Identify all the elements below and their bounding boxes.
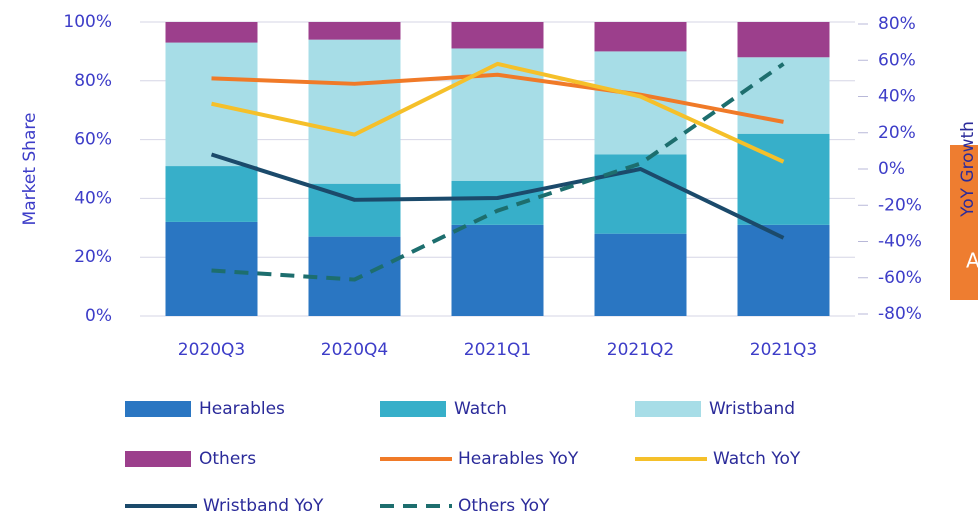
bar bbox=[451, 180, 544, 225]
bar bbox=[737, 224, 830, 316]
legend-label: Watch YoY bbox=[713, 449, 801, 469]
bar bbox=[594, 51, 687, 155]
bar bbox=[737, 22, 830, 58]
y2-tick-label: -40% bbox=[878, 232, 922, 252]
y2-tick-label: -80% bbox=[878, 304, 922, 324]
legend-label: Others YoY bbox=[458, 496, 550, 516]
legend: Hearables Watch Wristband Others Hearables Y… bbox=[125, 399, 801, 516]
bar bbox=[165, 221, 258, 316]
bar bbox=[451, 224, 544, 316]
legend-swatch bbox=[635, 401, 701, 417]
line bbox=[210, 152, 785, 240]
y-tick-label: 60% bbox=[74, 130, 112, 150]
bar bbox=[594, 233, 687, 316]
bar bbox=[451, 22, 544, 49]
legend-label: Others bbox=[199, 449, 256, 469]
y-tick-label: 80% bbox=[74, 71, 112, 91]
y2-tick-label: 40% bbox=[878, 87, 916, 107]
legend-label: Watch bbox=[454, 399, 507, 419]
legend-swatch bbox=[125, 451, 191, 467]
legend-label: Hearables bbox=[199, 399, 285, 419]
y2-tick-label: 0% bbox=[878, 159, 905, 179]
line bbox=[211, 61, 785, 164]
y-tick-label: 40% bbox=[74, 188, 112, 208]
bar bbox=[594, 22, 687, 52]
bar bbox=[165, 22, 258, 43]
x-tick-label: 2021Q2 bbox=[607, 340, 674, 360]
bar bbox=[165, 166, 258, 222]
y-axis-label: Market Share bbox=[20, 113, 40, 226]
y2-tick-label: 20% bbox=[878, 123, 916, 143]
bar bbox=[308, 39, 401, 184]
bar bbox=[737, 57, 830, 134]
y2-axis-label: YoY Growth bbox=[958, 121, 978, 218]
bar bbox=[594, 154, 687, 234]
y2-tick-label: 80% bbox=[878, 14, 916, 34]
y2-tick-label: -60% bbox=[878, 268, 922, 288]
annotation-box bbox=[950, 145, 978, 300]
y2-tick-label: 60% bbox=[878, 50, 916, 70]
y-tick-label: 100% bbox=[63, 12, 112, 32]
x-tick-label: 2021Q1 bbox=[464, 340, 531, 360]
line bbox=[211, 72, 784, 124]
x-tick-label: 2021Q3 bbox=[750, 340, 817, 360]
x-tick-label: 2020Q3 bbox=[178, 340, 245, 360]
bar bbox=[308, 22, 401, 40]
legend-swatch bbox=[125, 401, 191, 417]
line bbox=[211, 62, 785, 282]
bar bbox=[451, 48, 544, 181]
legend-label: Hearables YoY bbox=[458, 449, 579, 469]
bar bbox=[308, 236, 401, 316]
y-tick-label: 0% bbox=[85, 306, 112, 326]
y-tick-label: 20% bbox=[74, 247, 112, 267]
y2-tick-label: -20% bbox=[878, 195, 922, 215]
legend-label: Wristband bbox=[709, 399, 795, 419]
x-tick-label: 2020Q4 bbox=[321, 340, 388, 360]
bar bbox=[308, 183, 401, 237]
annotation: A bbox=[966, 249, 978, 273]
legend-label: Wristband YoY bbox=[203, 496, 324, 516]
legend-swatch bbox=[380, 401, 446, 417]
